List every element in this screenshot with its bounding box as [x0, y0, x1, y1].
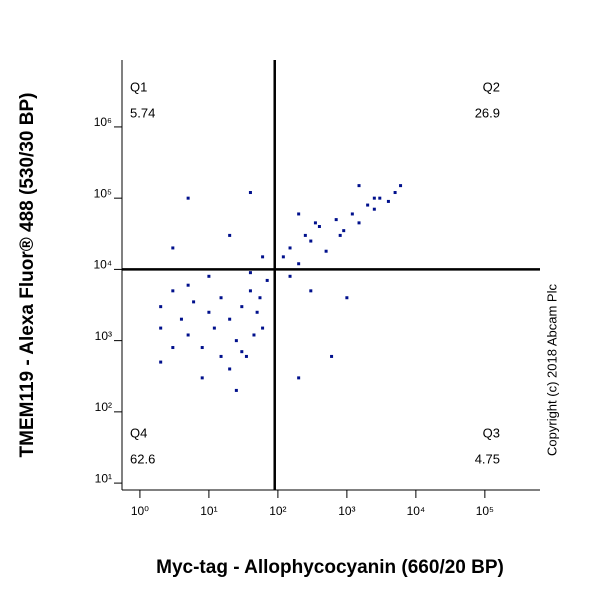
x-axis-title: Myc-tag - Allophycocyanin (660/20 BP) [156, 557, 504, 578]
x-tick-label: 10¹ [200, 504, 217, 518]
quadrant-name: Q1 [130, 79, 147, 94]
point [219, 354, 223, 358]
quadrant-value: 5.74 [130, 105, 155, 120]
point [207, 310, 211, 314]
point [192, 300, 196, 304]
y-tick-label: 10⁵ [94, 186, 112, 200]
point [393, 191, 397, 195]
quadrant-name: Q4 [130, 425, 147, 440]
point [297, 376, 301, 380]
point [357, 221, 361, 225]
y-axis-title: TMEM119 - Alexa Fluor® 488 (530/30 BP) [17, 93, 38, 458]
point [171, 246, 175, 250]
point [248, 191, 252, 195]
point [317, 225, 321, 229]
point [334, 218, 338, 222]
point [200, 376, 204, 380]
point [159, 326, 163, 330]
point [248, 289, 252, 293]
point [228, 317, 232, 321]
quadrant-name: Q3 [483, 425, 500, 440]
point [297, 212, 301, 216]
point [309, 239, 313, 243]
point [159, 360, 163, 364]
point [261, 326, 265, 330]
quadrant-value: 26.9 [475, 105, 500, 120]
point [372, 207, 376, 211]
point [288, 246, 292, 250]
copyright: Copyright (c) 2018 Abcam Plc [544, 284, 559, 456]
point [255, 310, 259, 314]
y-tick-label: 10⁴ [93, 258, 112, 272]
point [399, 184, 403, 188]
point [386, 199, 390, 203]
point [281, 255, 285, 259]
point [171, 346, 175, 350]
point [186, 283, 190, 287]
point [228, 367, 232, 371]
point [261, 255, 265, 259]
point [378, 196, 382, 200]
x-tick-label: 10³ [338, 504, 355, 518]
x-tick-label: 10² [269, 504, 286, 518]
point [248, 271, 252, 275]
point [240, 305, 244, 309]
point [372, 196, 376, 200]
point [265, 278, 269, 282]
point [350, 212, 354, 216]
x-tick-label: 10⁰ [131, 504, 149, 518]
quadrant-name: Q2 [483, 79, 500, 94]
point [330, 354, 334, 358]
point [212, 326, 216, 330]
point [240, 350, 244, 354]
point [234, 339, 238, 343]
point [313, 221, 317, 225]
y-tick-label: 10³ [95, 329, 112, 343]
point [159, 305, 163, 309]
point [244, 354, 248, 358]
point [366, 203, 370, 207]
point [345, 296, 349, 300]
point [200, 346, 204, 350]
point [186, 196, 190, 200]
quadrant-value: 62.6 [130, 451, 155, 466]
point [179, 317, 183, 321]
point [207, 274, 211, 278]
point [342, 229, 346, 233]
point [324, 249, 328, 253]
y-tick-label: 10² [95, 400, 112, 414]
point [186, 333, 190, 337]
point [219, 296, 223, 300]
point [171, 289, 175, 293]
point [297, 262, 301, 266]
y-tick-label: 10¹ [95, 471, 112, 485]
x-tick-label: 10⁵ [476, 504, 494, 518]
y-tick-label: 10⁶ [94, 115, 112, 129]
point [258, 296, 262, 300]
point [303, 233, 307, 237]
point [252, 333, 256, 337]
point [228, 233, 232, 237]
point [357, 184, 361, 188]
point [338, 233, 342, 237]
point [288, 274, 292, 278]
quadrant-value: 4.75 [475, 451, 500, 466]
point [234, 388, 238, 392]
x-tick-label: 10⁴ [407, 504, 426, 518]
point [309, 289, 313, 293]
